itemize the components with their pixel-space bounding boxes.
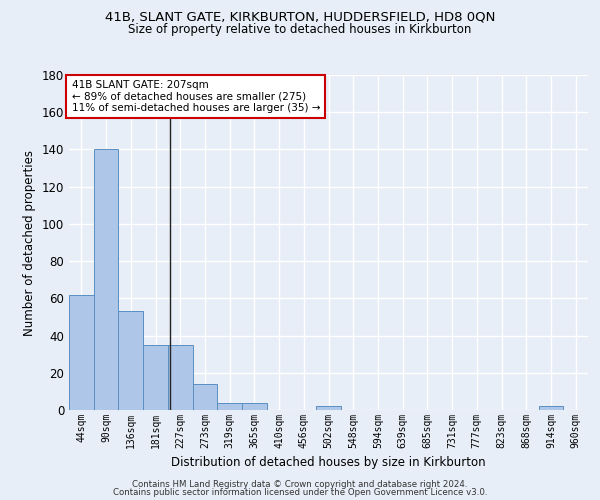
Bar xyxy=(193,384,217,410)
Text: Contains HM Land Registry data © Crown copyright and database right 2024.: Contains HM Land Registry data © Crown c… xyxy=(132,480,468,489)
Text: 41B SLANT GATE: 207sqm
← 89% of detached houses are smaller (275)
11% of semi-de: 41B SLANT GATE: 207sqm ← 89% of detached… xyxy=(71,80,320,113)
Text: Size of property relative to detached houses in Kirkburton: Size of property relative to detached ho… xyxy=(128,22,472,36)
Bar xyxy=(143,345,168,410)
Bar xyxy=(217,402,242,410)
Bar xyxy=(118,312,143,410)
Bar xyxy=(94,150,118,410)
Bar xyxy=(242,402,267,410)
Bar xyxy=(69,294,94,410)
Text: 41B, SLANT GATE, KIRKBURTON, HUDDERSFIELD, HD8 0QN: 41B, SLANT GATE, KIRKBURTON, HUDDERSFIEL… xyxy=(105,11,495,24)
X-axis label: Distribution of detached houses by size in Kirkburton: Distribution of detached houses by size … xyxy=(171,456,486,469)
Y-axis label: Number of detached properties: Number of detached properties xyxy=(23,150,36,336)
Bar xyxy=(316,406,341,410)
Bar xyxy=(539,406,563,410)
Text: Contains public sector information licensed under the Open Government Licence v3: Contains public sector information licen… xyxy=(113,488,487,497)
Bar xyxy=(168,345,193,410)
